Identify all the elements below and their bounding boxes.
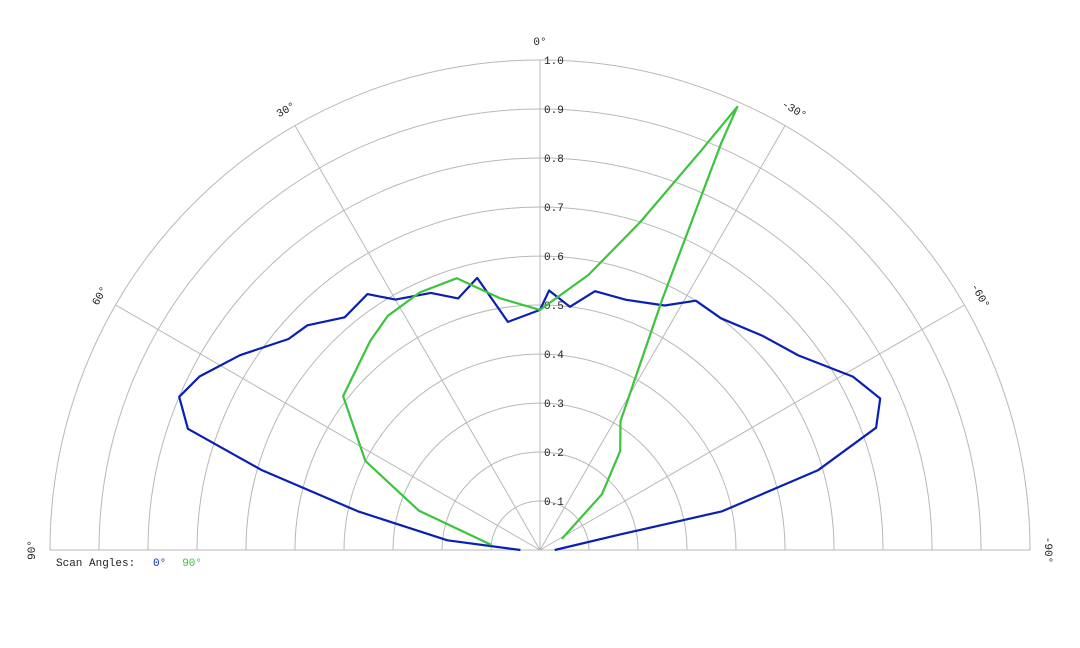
grid-spoke <box>115 304 541 551</box>
theta-tick-label: 90° <box>27 540 39 560</box>
r-tick-label: 0.9 <box>544 105 564 117</box>
grid-spoke <box>539 304 965 551</box>
r-tick-label: 0.1 <box>544 497 564 509</box>
r-tick-label: 0.3 <box>544 399 564 411</box>
theta-tick-label: 0° <box>533 37 546 49</box>
r-tick-label: 1.0 <box>544 56 564 68</box>
theta-tick-label: -30° <box>779 99 808 123</box>
theta-tick-label: 30° <box>275 101 298 121</box>
r-tick-label: 0.7 <box>544 203 564 215</box>
r-tick-label: 0.8 <box>544 154 564 166</box>
r-tick-label: 0.4 <box>544 350 564 362</box>
theta-tick-label: -90° <box>1041 537 1053 563</box>
r-tick-label: 0.2 <box>544 448 564 460</box>
theta-tick-label: -60° <box>967 282 991 311</box>
legend-entry: 0° <box>153 558 166 570</box>
grid-spoke <box>294 125 541 551</box>
r-tick-label: 0.5 <box>544 301 564 313</box>
grid-spoke <box>539 125 786 551</box>
series-line <box>178 276 882 552</box>
theta-tick-label: 60° <box>91 285 111 308</box>
series-line <box>342 105 739 546</box>
legend-entry: 90° <box>182 558 202 570</box>
legend-title: Scan Angles: <box>56 558 135 570</box>
r-tick-label: 0.6 <box>544 252 564 264</box>
